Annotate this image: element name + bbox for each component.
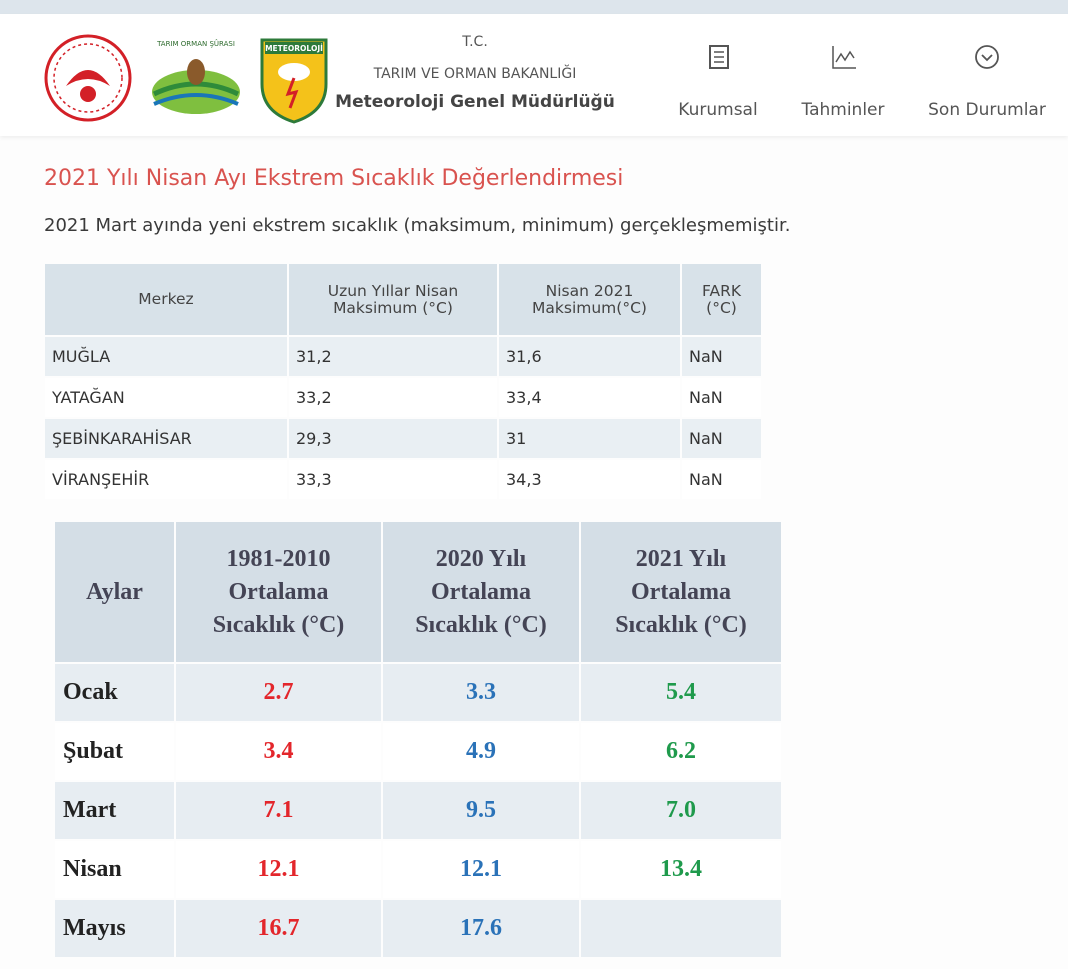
- table-cell: NaN: [682, 378, 761, 417]
- table-cell: Nisan: [55, 841, 174, 898]
- table-cell: 13.4: [581, 841, 781, 898]
- column-header: Merkez: [45, 264, 287, 335]
- logos[interactable]: TARIM ORMAN ŞÛRASI METEOROLOJİ: [44, 34, 344, 124]
- table-cell: 31: [499, 419, 680, 458]
- page-title: 2021 Yılı Nisan Ayı Ekstrem Sıcaklık Değ…: [44, 166, 624, 191]
- nav-icon: [975, 45, 999, 69]
- table-cell: 2.7: [176, 664, 381, 721]
- table-cell: 7.0: [581, 782, 781, 839]
- table-row: Ocak 2.7 3.3 5.4: [55, 664, 781, 721]
- table-cell: Ocak: [55, 664, 174, 721]
- table-row: Mart 7.1 9.5 7.0: [55, 782, 781, 839]
- header-row: Merkez Uzun Yıllar Nisan Maksimum (°C) Nis…: [45, 264, 761, 335]
- table-cell: 9.5: [383, 782, 579, 839]
- table-cell: 6.2: [581, 723, 781, 780]
- column-header: Aylar: [55, 522, 174, 662]
- site-header: TARIM ORMAN ŞÛRASI METEOROLOJİ T.C. TARI…: [0, 14, 1068, 136]
- table-cell: 3.4: [176, 723, 381, 780]
- monthly-table: Aylar 1981-2010 Ortalama Sıcaklık (°C) 202…: [53, 520, 783, 959]
- table-row: MUĞLA 31,2 31,6 NaN: [45, 337, 761, 376]
- table-cell: 12.1: [383, 841, 579, 898]
- org-line: TARIM VE ORMAN BAKANLIĞI: [373, 66, 577, 82]
- nav-link[interactable]: Son Durumlar: [928, 100, 1046, 120]
- column-header: Nisan 2021 Maksimum(°C): [499, 264, 680, 335]
- org-name: Meteoroloji Genel Müdürlüğü: [335, 92, 615, 112]
- column-header: FARK (°C): [682, 264, 761, 335]
- nav-icon: [709, 45, 729, 69]
- nav-link[interactable]: Tahminler: [801, 100, 885, 120]
- top-bar: [0, 0, 1068, 14]
- table-cell: ŞEBİNKARAHİSAR: [45, 419, 287, 458]
- table-row: Mayıs 16.7 17.6: [55, 900, 781, 957]
- table-cell: NaN: [682, 419, 761, 458]
- table-cell: 31,6: [499, 337, 680, 376]
- table-cell: 3.3: [383, 664, 579, 721]
- table-cell: 29,3: [289, 419, 497, 458]
- table-cell: VİRANŞEHİR: [45, 460, 287, 499]
- table-cell: YATAĞAN: [45, 378, 287, 417]
- org-line: T.C.: [462, 34, 488, 50]
- table-cell: 33,2: [289, 378, 497, 417]
- table-cell: MUĞLA: [45, 337, 287, 376]
- table-cell: Mart: [55, 782, 174, 839]
- table-cell: 16.7: [176, 900, 381, 957]
- table-cell: 33,4: [499, 378, 680, 417]
- table-cell: 7.1: [176, 782, 381, 839]
- table-row: Şubat 3.4 4.9 6.2: [55, 723, 781, 780]
- column-header: 2020 Yılı Ortalama Sıcaklık (°C): [383, 522, 579, 662]
- nav-link[interactable]: Kurumsal: [678, 100, 758, 120]
- table-cell: 33,3: [289, 460, 497, 499]
- extreme-table: Merkez Uzun Yıllar Nisan Maksimum (°C) Nis…: [43, 262, 763, 501]
- table-row: Nisan 12.1 12.1 13.4: [55, 841, 781, 898]
- header-row: Aylar 1981-2010 Ortalama Sıcaklık (°C) 202…: [55, 522, 781, 662]
- table-row: YATAĞAN 33,2 33,4 NaN: [45, 378, 761, 417]
- logo-text: METEOROLOJİ: [265, 44, 323, 53]
- table-cell: 4.9: [383, 723, 579, 780]
- table-cell: 17.6: [383, 900, 579, 957]
- table-cell: 5.4: [581, 664, 781, 721]
- table-cell: 31,2: [289, 337, 497, 376]
- table-cell: NaN: [682, 460, 761, 499]
- empty-cell: [581, 900, 781, 957]
- table-row: ŞEBİNKARAHİSAR 29,3 31 NaN: [45, 419, 761, 458]
- table-cell: NaN: [682, 337, 761, 376]
- column-header: Uzun Yıllar Nisan Maksimum (°C): [289, 264, 497, 335]
- nav-icon: [832, 46, 856, 69]
- column-header: 1981-2010 Ortalama Sıcaklık (°C): [176, 522, 381, 662]
- logo-text: TARIM ORMAN ŞÛRASI: [156, 39, 235, 48]
- table-row: VİRANŞEHİR 33,3 34,3 NaN: [45, 460, 761, 499]
- table-cell: Mayıs: [55, 900, 174, 957]
- table-cell: Şubat: [55, 723, 174, 780]
- table-cell: 34,3: [499, 460, 680, 499]
- table-cell: 12.1: [176, 841, 381, 898]
- column-header: 2021 Yılı Ortalama Sıcaklık (°C): [581, 522, 781, 662]
- page-subtitle: 2021 Mart ayında yeni ekstrem sıcaklık (…: [44, 215, 791, 236]
